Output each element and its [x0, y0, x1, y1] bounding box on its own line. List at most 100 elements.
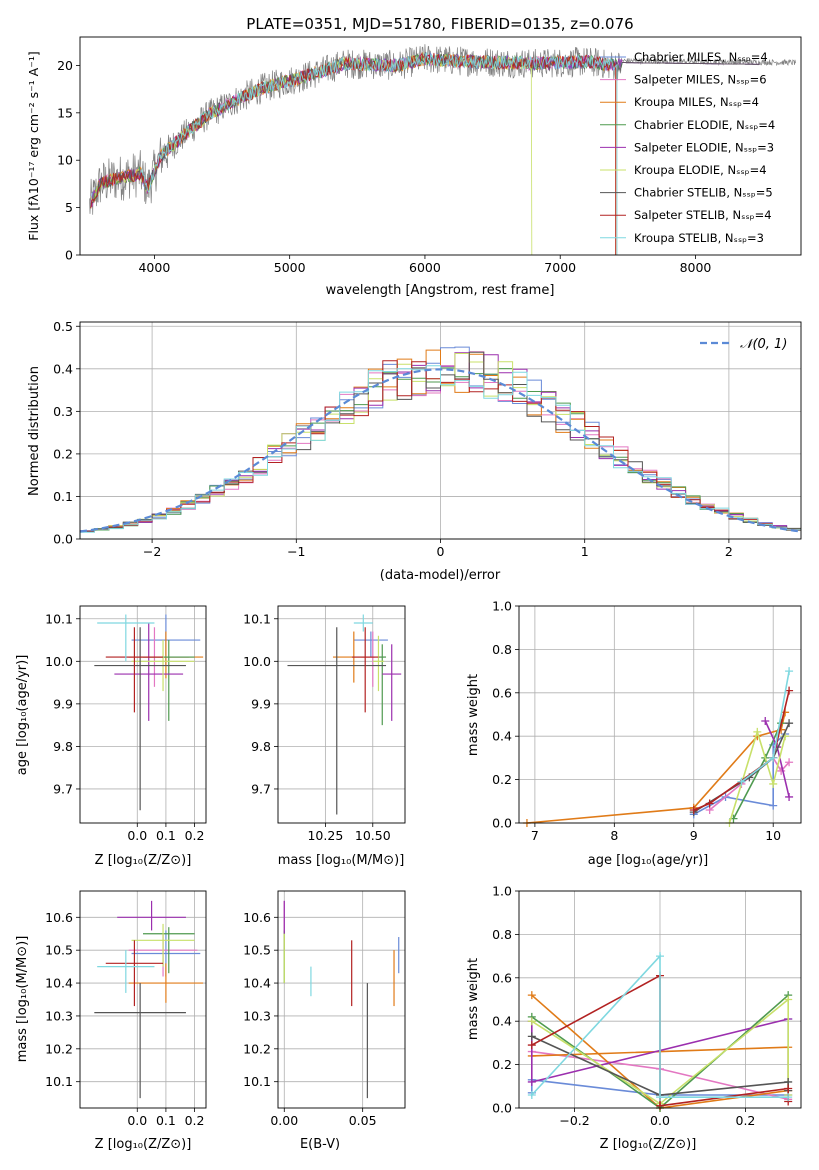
normal-curve	[79, 368, 802, 533]
axes-frame	[518, 605, 802, 824]
errorbar-point	[117, 900, 186, 931]
weight-series	[527, 952, 793, 1102]
y-tick-label: 10.5	[45, 943, 73, 958]
legend-label: 𝒩(0, 1)	[740, 337, 787, 352]
p6-xlabel: Z [log₁₀(Z/Z⊙)]	[95, 1137, 192, 1152]
x-tick-label: −0.2	[559, 1113, 589, 1128]
y-tick-label: 0.6	[492, 970, 512, 985]
axes-frame	[277, 890, 406, 1109]
weight-marker	[753, 727, 762, 736]
y-tick-label: 0.2	[492, 772, 512, 787]
weight-marker	[761, 717, 770, 726]
errorbar-point	[94, 983, 186, 1099]
y-tick-label: 20	[57, 58, 73, 73]
x-tick-label: 8	[610, 828, 618, 843]
errorbar-point	[382, 644, 402, 721]
x-tick-label: −2	[143, 544, 161, 559]
errorbar-point	[128, 963, 204, 1003]
weight-marker	[785, 792, 794, 801]
p5-ylabel: mass weight	[466, 674, 481, 756]
x-tick-label: 0.05	[349, 1113, 377, 1128]
weight-marker	[769, 753, 778, 762]
x-tick-label: 8000	[680, 260, 712, 275]
weight-marker	[769, 801, 778, 810]
y-tick-label: 0.4	[53, 361, 73, 376]
x-tick-label: 0.2	[185, 828, 205, 843]
weight-marker	[527, 991, 536, 1000]
y-tick-label: 10.1	[243, 611, 271, 626]
y-tick-label: 10.2	[243, 1041, 271, 1056]
y-tick-label: 10	[57, 153, 73, 168]
y-tick-label: 10.0	[243, 654, 271, 669]
panel-4: 10.25 10.50 9.7 9.8 9.9 10.0 10.1	[243, 605, 406, 843]
panel-3: 0.0 0.1 0.2 9.7 9.8 9.9 10.0 10.1	[45, 605, 207, 843]
legend-label: Chabrier ELODIE, Nₛₛₚ=4	[634, 118, 775, 132]
weight-marker	[785, 667, 794, 676]
y-tick-label: 1.0	[492, 599, 512, 614]
y-tick-label: 10.1	[243, 1074, 271, 1089]
weight-marker	[527, 1032, 536, 1041]
y-tick-label: 0.2	[492, 1057, 512, 1072]
errorbar-point	[351, 627, 379, 713]
panel-6: 0.0 0.1 0.2 10.1 10.2 10.3 10.4 10.5 10.6	[45, 890, 207, 1128]
y-tick-label: 0.6	[492, 685, 512, 700]
x-tick-label: 5000	[274, 260, 306, 275]
y-tick-label: 0	[65, 248, 73, 263]
p3-xlabel: Z [log₁₀(Z/Z⊙)]	[95, 853, 192, 868]
y-tick-label: 10.3	[243, 1008, 271, 1023]
errorbar-point	[353, 631, 388, 658]
x-tick-label: 10	[765, 828, 781, 843]
x-tick-label: 0.1	[156, 828, 176, 843]
y-tick-label: 0.4	[492, 729, 512, 744]
y-tick-label: 0.8	[492, 642, 512, 657]
x-tick-label: 10.50	[355, 828, 391, 843]
weight-marker	[785, 686, 794, 695]
x-tick-label: 0.0	[127, 828, 147, 843]
y-tick-label: 10.2	[45, 1041, 73, 1056]
x-tick-label: 7	[531, 828, 539, 843]
y-tick-label: 9.8	[53, 739, 73, 754]
panel-5: 7 8 9 10 0.0 0.2 0.4 0.6 0.8 1.0	[492, 599, 802, 843]
histogram-step	[79, 365, 801, 539]
weight-marker	[527, 1077, 536, 1086]
x-tick-label: 4000	[138, 260, 170, 275]
errorbar-point	[97, 614, 155, 662]
errorbar-point	[353, 614, 373, 632]
spectrum-xlabel: wavelength [Angstrom, rest frame]	[326, 283, 555, 298]
y-tick-label: 10.4	[243, 976, 271, 991]
p5-xlabel: age [log₁₀(age/yr)]	[588, 853, 709, 868]
weight-marker	[784, 995, 793, 1004]
y-tick-label: 0.4	[492, 1014, 512, 1029]
y-tick-label: 1.0	[492, 884, 512, 899]
weight-marker	[769, 779, 778, 788]
y-tick-label: 5	[65, 200, 73, 215]
histograms	[79, 346, 801, 539]
weight-marker	[656, 1093, 664, 1102]
p4-xlabel: mass [log₁₀(M/M⊙)]	[278, 853, 405, 868]
x-tick-label: 0.2	[185, 1113, 205, 1128]
spectrum-title: PLATE=0351, MJD=51780, FIBERID=0135, z=0…	[246, 15, 633, 33]
panel-8: −0.2 0.0 0.2 0.0 0.2 0.4 0.6 0.8 1.0	[492, 884, 802, 1128]
weight-line	[531, 954, 789, 1098]
weight-marker	[784, 1084, 793, 1093]
x-tick-label: 0.0	[127, 1113, 147, 1128]
y-tick-label: 0.5	[53, 319, 73, 334]
weight-marker	[777, 766, 786, 775]
p8-ylabel: mass weight	[466, 958, 481, 1040]
x-tick-label: 1	[581, 544, 589, 559]
axes-frame	[277, 605, 406, 824]
x-tick-label: 2	[725, 544, 733, 559]
errorbar-point	[94, 627, 186, 811]
errorbar-point	[287, 627, 387, 815]
model-spectrum	[90, 54, 617, 255]
panel-7: 0.00 0.05 10.1 10.2 10.3 10.4 10.5 10.6	[243, 890, 406, 1128]
y-tick-label: 10.6	[243, 910, 271, 925]
errorbar-point	[143, 927, 195, 974]
errorbar-point	[97, 950, 155, 993]
y-tick-label: 9.9	[53, 696, 73, 711]
spectrum-ylabel: Flux [fλ10⁻¹⁷ erg cm⁻² s⁻¹ A⁻¹]	[26, 51, 41, 240]
x-tick-label: 0.2	[736, 1113, 756, 1128]
y-tick-label: 10.4	[45, 976, 73, 991]
p8-xlabel: Z [log₁₀(Z/Z⊙)]	[600, 1137, 697, 1152]
